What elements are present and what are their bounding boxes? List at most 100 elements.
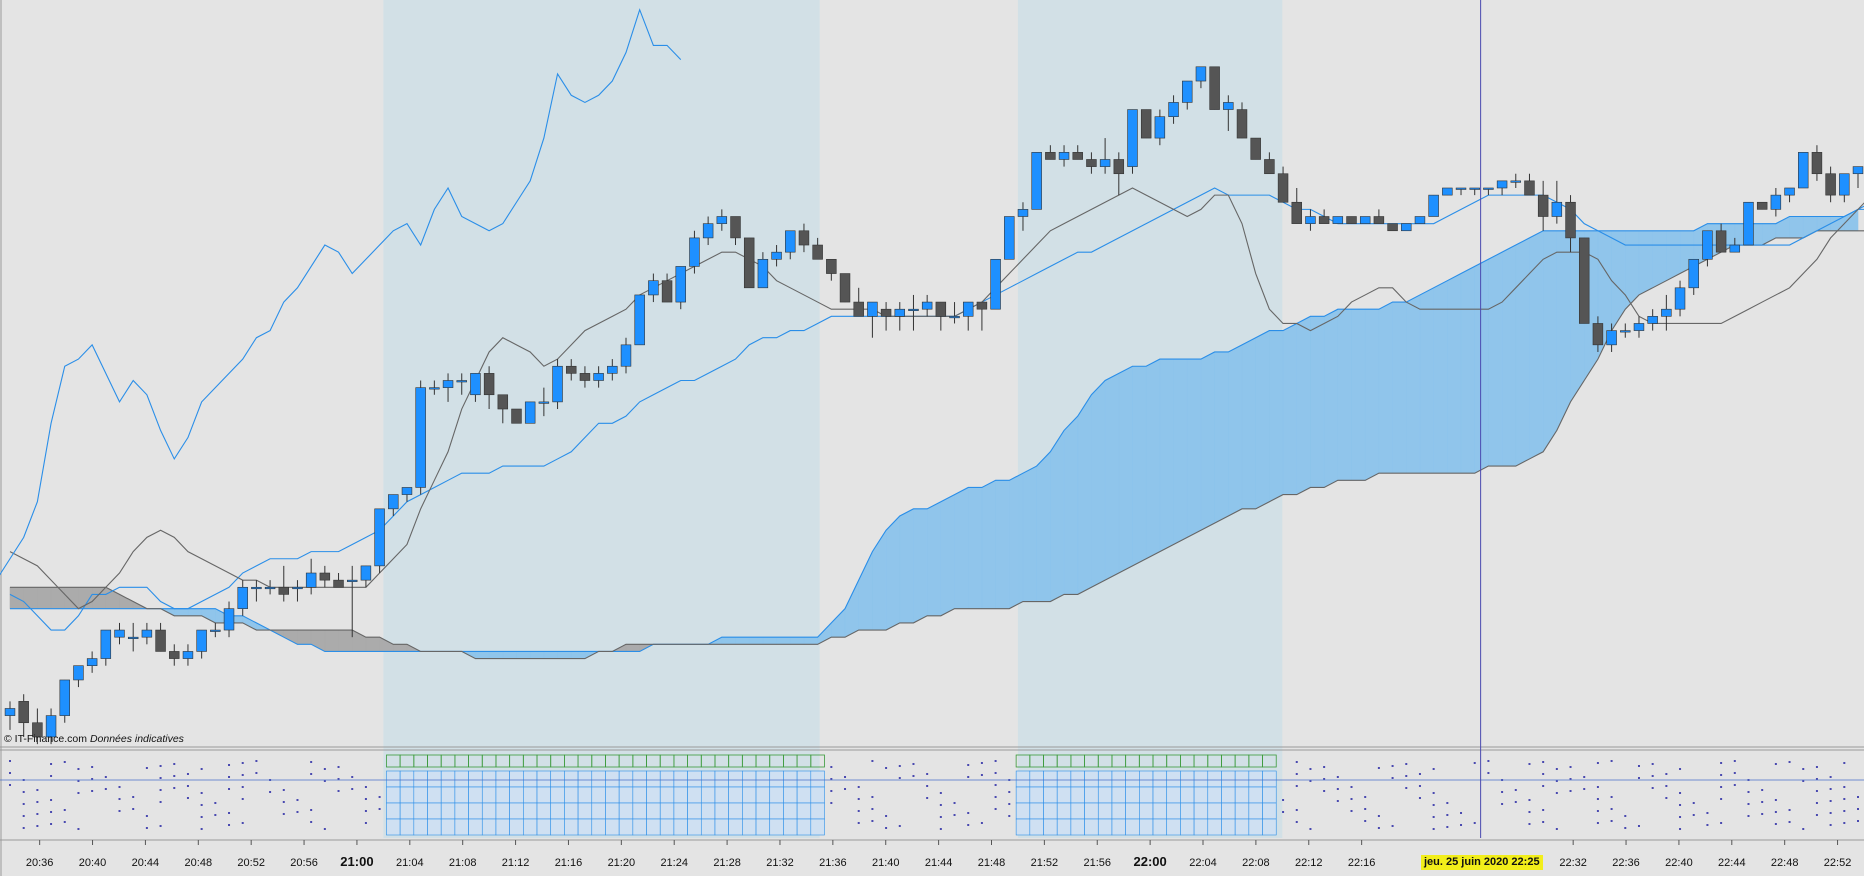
indicator-dot	[9, 772, 11, 774]
indicator-dot	[186, 797, 189, 799]
candle-body	[237, 586, 248, 609]
candle	[141, 622, 153, 645]
indicator-dot	[1514, 789, 1517, 791]
candle	[935, 301, 947, 331]
indicator-box	[1084, 818, 1099, 836]
candle	[757, 252, 769, 289]
indicator-dot	[1008, 803, 1011, 805]
cloud-segment	[1638, 230, 1653, 296]
indicator-box	[1125, 770, 1140, 788]
candle-body	[1154, 116, 1166, 139]
indicator-dot	[77, 780, 80, 782]
indicator-dot	[9, 760, 11, 762]
indicator-box	[550, 818, 565, 836]
indicator-dot	[1282, 799, 1285, 801]
candle-body	[566, 365, 577, 374]
indicator-box	[468, 818, 483, 836]
indicator-dot	[1350, 786, 1353, 788]
indicator-dot	[1418, 785, 1421, 787]
candle	[264, 580, 276, 595]
x-tick-label: 21:04	[396, 857, 424, 869]
x-tick-label: 21:48	[978, 857, 1006, 869]
indicator-dot	[1323, 778, 1326, 780]
candle	[1469, 187, 1480, 196]
indicator-box	[646, 786, 661, 804]
candle	[1359, 216, 1371, 224]
indicator-box	[481, 802, 497, 820]
indicator-dot	[228, 764, 231, 766]
candle	[346, 565, 358, 638]
indicator-dot	[926, 797, 929, 799]
indicator-dot	[91, 790, 94, 792]
indicator-box	[742, 818, 757, 836]
candle-body	[1045, 152, 1056, 160]
candle	[1825, 166, 1836, 203]
x-tick-label: 20:56	[290, 857, 318, 869]
indicator-dot	[926, 785, 929, 787]
candle-body	[1373, 216, 1385, 224]
indicator-box	[399, 770, 415, 788]
indicator-dot	[994, 808, 997, 810]
candle-body	[949, 316, 960, 319]
indicator-box	[468, 770, 483, 788]
indicator-dot	[145, 767, 148, 769]
indicator-dot	[1733, 772, 1736, 774]
indicator-box	[386, 818, 401, 836]
indicator-box	[769, 786, 784, 804]
candle-body	[1277, 173, 1289, 203]
indicator-box	[454, 818, 469, 836]
candle	[442, 373, 454, 402]
candle-body	[620, 344, 632, 367]
candle-body	[1442, 187, 1453, 196]
indicator-box	[454, 770, 469, 788]
indicator-box	[1262, 818, 1277, 836]
cloud-segment	[776, 636, 791, 645]
candle	[1455, 187, 1467, 196]
indicator-dot	[1706, 824, 1709, 826]
indicator-dot	[953, 814, 956, 816]
x-tick-label: 22:32	[1559, 857, 1587, 869]
candle-body	[251, 586, 262, 590]
candle	[511, 408, 522, 424]
indicator-box	[755, 770, 771, 788]
candle	[1483, 187, 1494, 196]
indicator-dot	[1610, 808, 1613, 810]
candle-body	[1072, 152, 1083, 160]
indicator-box	[1262, 802, 1277, 820]
indicator-dot	[885, 767, 888, 769]
cloud-segment	[488, 651, 504, 659]
indicator-box	[714, 786, 729, 804]
candle-body	[880, 308, 892, 317]
candle	[1811, 145, 1823, 181]
cloud-segment	[324, 629, 339, 652]
indicator-box	[509, 818, 524, 836]
candle-body	[1688, 258, 1699, 289]
x-tick-label: 21:56	[1083, 857, 1111, 869]
cloud-segment	[543, 651, 558, 659]
indicator-box	[769, 802, 784, 820]
indicator-dot	[1555, 768, 1558, 770]
indicator-dot	[1542, 761, 1545, 763]
candle	[1127, 109, 1138, 174]
candle-body	[1661, 308, 1672, 317]
candle-body	[593, 373, 604, 381]
indicator-dot	[1843, 762, 1846, 764]
indicator-dot	[1857, 796, 1859, 798]
candle	[1688, 258, 1699, 295]
candle-body	[661, 280, 673, 303]
candle-body	[1674, 287, 1686, 310]
candle	[1606, 323, 1617, 352]
indicator-dot	[1391, 777, 1394, 779]
indicator-box	[509, 770, 524, 788]
indicator-dot	[159, 777, 162, 779]
cloud-segment	[338, 629, 353, 652]
cloud-segment	[1310, 316, 1325, 488]
indicator-dot	[980, 762, 983, 764]
candle	[1332, 216, 1344, 224]
indicator-dot	[1720, 822, 1723, 824]
indicator-dot	[1624, 815, 1627, 817]
indicator-box	[427, 786, 442, 804]
indicator-box	[1221, 770, 1236, 788]
indicator-dot	[1829, 812, 1832, 814]
